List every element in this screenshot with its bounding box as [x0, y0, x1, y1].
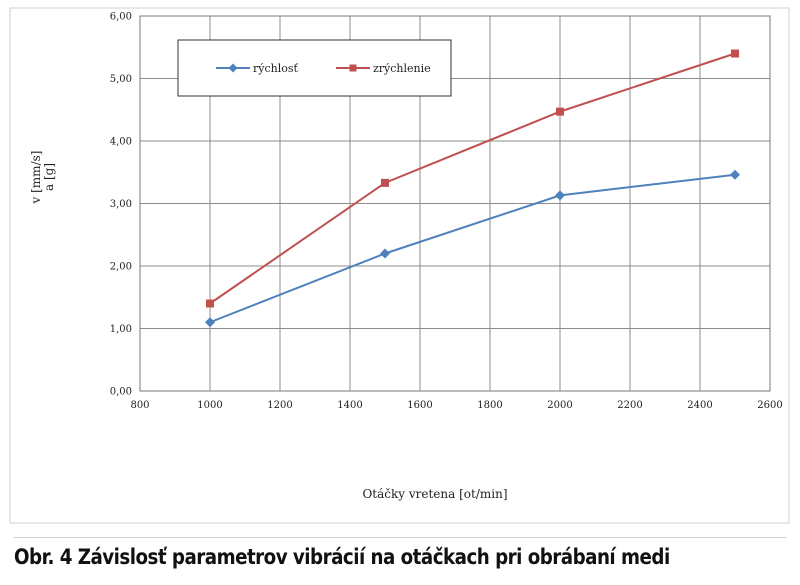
x-tick-label: 1200	[267, 400, 292, 411]
figure-caption: Obr. 4 Závislosť parametrov vibrácií na …	[14, 545, 670, 569]
x-tick-label: 800	[130, 400, 149, 411]
series-line-1	[209, 173, 736, 324]
data-point-marker	[381, 178, 389, 187]
legend-swatch-marker	[228, 63, 238, 73]
x-tick-label: 2000	[547, 400, 572, 411]
data-point-marker	[731, 49, 739, 58]
caption-divider	[14, 537, 786, 538]
y-tick-label: 0,00	[110, 387, 132, 398]
legend-swatch-marker	[349, 64, 357, 72]
x-tick-label: 2600	[757, 400, 782, 411]
series-line-2	[209, 52, 736, 305]
data-point-marker	[555, 190, 565, 201]
y-axis-title: a [g]	[42, 163, 56, 191]
plot-frame	[139, 15, 771, 392]
x-tick-label: 1800	[477, 400, 502, 411]
y-tick-label: 1,00	[110, 324, 132, 335]
figure-frame	[9, 7, 790, 524]
x-tick-label: 2200	[617, 400, 642, 411]
y-tick-label: 6,00	[110, 12, 132, 23]
legend-label: zrýchlenie	[373, 62, 431, 75]
data-point-marker	[206, 299, 214, 308]
x-tick-label: 1000	[197, 400, 222, 411]
x-tick-label: 2400	[687, 400, 712, 411]
y-axis-title: v [mm/s]	[29, 151, 43, 205]
x-axis-title: Otáčky vretena [ot/min]	[362, 487, 507, 501]
legend-label: rýchlosť	[253, 62, 299, 75]
y-tick-label: 3,00	[110, 199, 132, 210]
data-point-marker	[205, 317, 215, 328]
data-point-marker	[380, 248, 390, 259]
data-point-marker	[730, 169, 740, 180]
y-tick-label: 5,00	[110, 74, 132, 85]
x-tick-label: 1600	[407, 400, 432, 411]
x-tick-label: 1400	[337, 400, 362, 411]
y-tick-label: 2,00	[110, 262, 132, 273]
data-point-marker	[556, 107, 564, 116]
y-tick-label: 4,00	[110, 137, 132, 148]
